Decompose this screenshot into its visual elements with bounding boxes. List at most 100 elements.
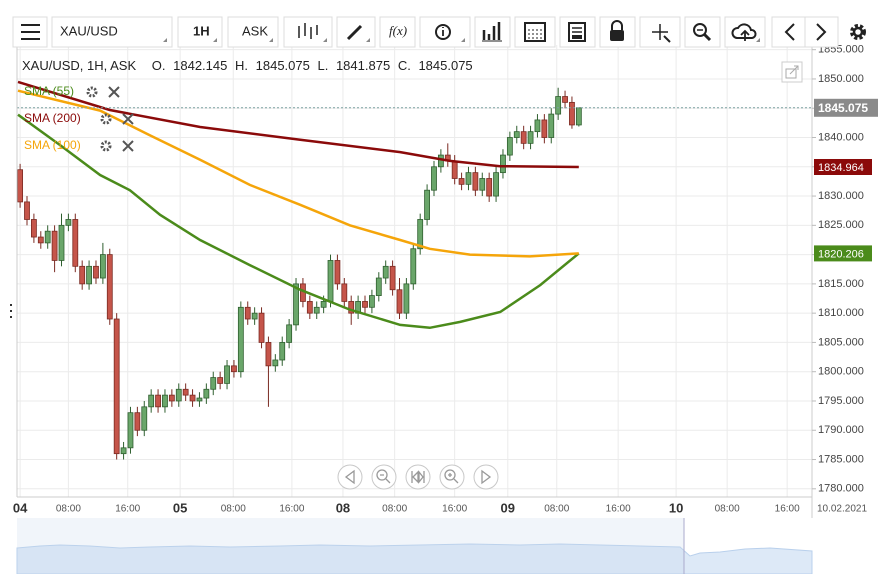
x-tick-label: 05: [173, 500, 187, 515]
crosshair-button[interactable]: [639, 16, 681, 48]
candle-body: [58, 224, 65, 261]
candle-body: [320, 301, 327, 308]
candle-body: [72, 219, 79, 267]
indicators-button[interactable]: f(x): [379, 16, 416, 48]
candle-body: [431, 166, 437, 191]
chart-header: XAU/USD, 1H, ASK O. 1842.145 H. 1845.075…: [22, 58, 473, 73]
table-button[interactable]: [559, 16, 596, 48]
scroll-right-button[interactable]: [473, 464, 499, 490]
x-tick-label: 16:00: [279, 504, 304, 515]
legend-settings-icon[interactable]: [86, 86, 98, 98]
info-button[interactable]: [419, 16, 471, 48]
candle-body: [493, 172, 499, 197]
ohlc-value: 1842.145: [173, 58, 227, 73]
candle-body: [569, 101, 575, 126]
volume-button[interactable]: [474, 16, 511, 48]
scroll-left-button[interactable]: [337, 464, 363, 490]
candle-body: [451, 160, 458, 179]
candle-body: [148, 394, 155, 408]
x-tick-label: 04: [13, 500, 28, 515]
candle-body: [527, 131, 534, 144]
candle-body: [265, 342, 272, 367]
x-tick-label: 16:00: [115, 504, 140, 515]
last-price-label: 1845.075: [818, 101, 868, 115]
candle-body: [410, 248, 417, 285]
time-axis: 04 08:00 16:00 05 08:00 16:00 08 08:00 16:00 09 08…: [13, 500, 800, 515]
plot-area: [17, 80, 812, 460]
lock-button[interactable]: [599, 16, 636, 48]
price-tag: [814, 158, 872, 175]
legend-remove-icon: [108, 86, 120, 98]
symbol-select[interactable]: XAU/USD: [51, 16, 173, 48]
expand-button[interactable]: [781, 61, 803, 83]
function-icon: f(x): [389, 23, 407, 38]
price-tag: [814, 245, 872, 262]
calendar-button[interactable]: [514, 16, 556, 48]
price-type-select[interactable]: ASK: [227, 16, 279, 48]
reset-button[interactable]: [405, 464, 431, 490]
candle-body: [362, 301, 368, 308]
ohlc-label: O.: [152, 58, 166, 73]
prev-button[interactable]: [771, 16, 806, 48]
ohlc-value: 1845.075: [256, 58, 310, 73]
toolbar: XAU/USD 1H ASK f(x): [12, 16, 866, 48]
candle-body: [37, 236, 44, 244]
candle-body: [231, 365, 237, 373]
chart-title: XAU/USD, 1H, ASK: [22, 58, 136, 73]
x-tick-label: 08:00: [382, 504, 407, 515]
settings-button[interactable]: [850, 24, 866, 40]
legend-label: SMA (200): [24, 111, 81, 125]
side-handle[interactable]: [8, 300, 14, 322]
y-tick-label: 1815.000: [818, 278, 864, 290]
candle-body: [79, 265, 86, 285]
x-tick-label: 16:00: [606, 504, 631, 515]
legend-settings-icon[interactable]: [100, 140, 112, 152]
next-button[interactable]: [804, 16, 839, 48]
candle-body: [224, 365, 230, 384]
candle-body: [486, 178, 493, 197]
candle-body: [237, 306, 244, 373]
last-price-tag: [814, 98, 878, 117]
chart-navigation: [337, 464, 499, 490]
legend-remove-icon: [122, 140, 134, 152]
candle-body: [437, 154, 444, 168]
zoom-out-button[interactable]: [371, 464, 397, 490]
ohlc-value: 1841.875: [336, 58, 390, 73]
candle-body: [424, 189, 430, 220]
candle-body: [506, 137, 513, 156]
chart-type-button[interactable]: [283, 16, 333, 48]
x-tick-label: 09: [501, 500, 515, 515]
sma-line: [17, 89, 579, 258]
sma-line: [17, 113, 580, 330]
candle-body: [520, 131, 527, 144]
y-tick-label: 1795.000: [818, 395, 864, 407]
candle-body: [306, 301, 313, 314]
price-axis-bg: [812, 45, 884, 515]
candle-body: [155, 394, 161, 408]
candle-body: [31, 219, 37, 238]
candle-body: [44, 230, 51, 244]
candle-body: [210, 377, 217, 390]
legend: SMA (55) SMA (200) SMA (100): [24, 84, 134, 152]
legend-settings-icon[interactable]: [100, 113, 112, 125]
x-tick-label: 16:00: [442, 504, 467, 515]
candle-body: [327, 260, 334, 302]
candle-body: [279, 342, 286, 361]
zoom-in-button[interactable]: [439, 464, 465, 490]
candle-body: [389, 265, 396, 291]
timeframe: 1H: [193, 23, 210, 38]
candle-body: [162, 394, 168, 408]
menu-button[interactable]: [12, 16, 48, 48]
y-tick-label: 1800.000: [818, 366, 864, 378]
draw-button[interactable]: [336, 16, 376, 48]
cloud-button[interactable]: [724, 16, 766, 48]
zoom-button[interactable]: [684, 16, 721, 48]
candle-body: [575, 107, 582, 126]
y-tick-label: 1830.000: [818, 190, 864, 202]
timeframe-select[interactable]: 1H: [177, 16, 223, 48]
candle-body: [293, 283, 299, 326]
sma-line: [17, 80, 579, 169]
candle-body: [465, 172, 472, 185]
candle-body: [251, 312, 258, 320]
